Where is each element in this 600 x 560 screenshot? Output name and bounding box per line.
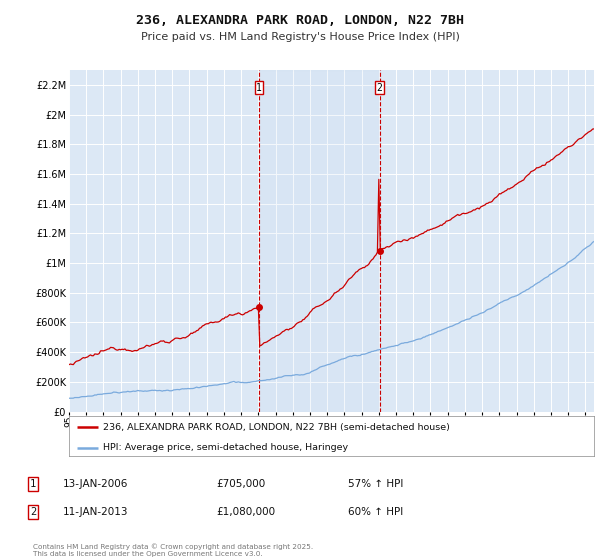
Text: 2: 2 <box>377 83 382 93</box>
Text: HPI: Average price, semi-detached house, Haringey: HPI: Average price, semi-detached house,… <box>103 443 348 452</box>
Text: 13-JAN-2006: 13-JAN-2006 <box>63 479 128 489</box>
Text: 2: 2 <box>30 507 36 517</box>
Text: Contains HM Land Registry data © Crown copyright and database right 2025.
This d: Contains HM Land Registry data © Crown c… <box>33 544 313 557</box>
Text: 60% ↑ HPI: 60% ↑ HPI <box>348 507 403 517</box>
Text: 236, ALEXANDRA PARK ROAD, LONDON, N22 7BH (semi-detached house): 236, ALEXANDRA PARK ROAD, LONDON, N22 7B… <box>103 423 450 432</box>
Text: Price paid vs. HM Land Registry's House Price Index (HPI): Price paid vs. HM Land Registry's House … <box>140 32 460 43</box>
Bar <box>259 70 380 412</box>
Text: £1,080,000: £1,080,000 <box>216 507 275 517</box>
Text: 1: 1 <box>30 479 36 489</box>
Text: 1: 1 <box>256 83 262 93</box>
Text: £705,000: £705,000 <box>216 479 265 489</box>
Text: 236, ALEXANDRA PARK ROAD, LONDON, N22 7BH: 236, ALEXANDRA PARK ROAD, LONDON, N22 7B… <box>136 14 464 27</box>
Text: 57% ↑ HPI: 57% ↑ HPI <box>348 479 403 489</box>
Text: 11-JAN-2013: 11-JAN-2013 <box>63 507 128 517</box>
